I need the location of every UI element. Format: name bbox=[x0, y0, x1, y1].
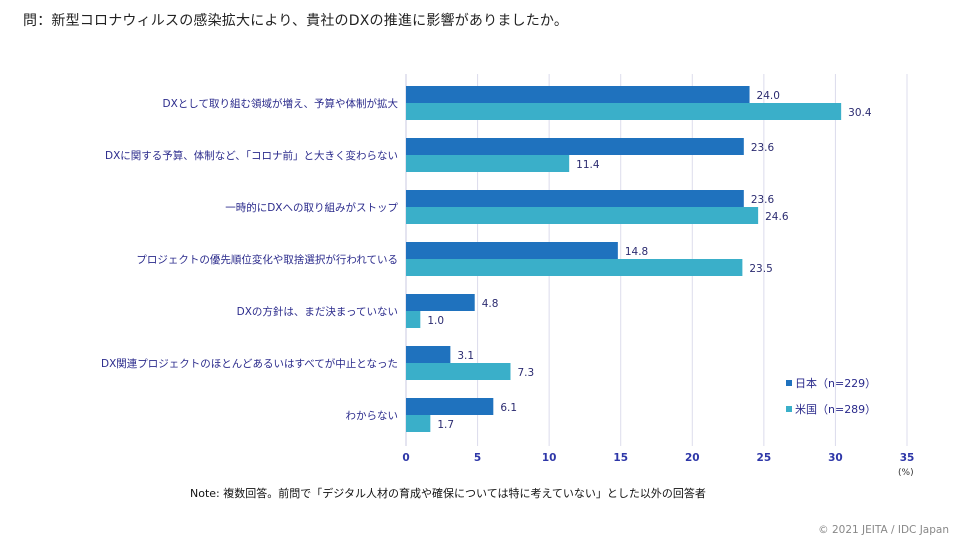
x-tick-label: 25 bbox=[757, 452, 772, 464]
value-label: 11.4 bbox=[576, 159, 600, 171]
x-tick-label: 15 bbox=[613, 452, 628, 464]
bar-japan bbox=[406, 242, 618, 259]
value-label: 1.0 bbox=[427, 315, 444, 327]
value-label: 7.3 bbox=[517, 367, 534, 379]
bar-us bbox=[406, 103, 842, 120]
x-tick-label: 10 bbox=[542, 452, 557, 464]
legend-entry: 日本（n=229） bbox=[795, 376, 876, 390]
bar-us bbox=[406, 363, 511, 380]
legend-swatch bbox=[786, 380, 792, 386]
copyright-text: © 2021 JEITA / IDC Japan bbox=[818, 524, 949, 536]
bar-us bbox=[406, 259, 743, 276]
value-label: 23.5 bbox=[749, 263, 772, 275]
bar-japan bbox=[406, 138, 744, 155]
value-labels: 24.0 30.4 23.6 11.4 23.6 24.6 14.8 23.5 4.8 1.0 3.… bbox=[427, 90, 872, 431]
x-tick-label: 30 bbox=[828, 452, 843, 464]
chart-title: 問：新型コロナウィルスの感染拡大により、貴社のDXの推進に影響がありましたか。 bbox=[23, 13, 569, 29]
legend-swatch bbox=[786, 406, 792, 412]
category-label: わからない bbox=[346, 410, 399, 422]
bar-japan bbox=[406, 190, 744, 207]
legend: 日本（n=229） 米国（n=289） bbox=[786, 376, 876, 416]
x-tick-label: 20 bbox=[685, 452, 700, 464]
legend-entry: 米国（n=289） bbox=[795, 403, 876, 416]
category-label: DXに関する予算、体制など、「コロナ前」と大きく変わらない bbox=[105, 149, 398, 162]
value-label: 3.1 bbox=[457, 350, 474, 362]
note-text: Note: 複数回答。前問で「デジタル人材の育成や確保については特に考えていない… bbox=[190, 487, 706, 500]
bar-japan bbox=[406, 398, 494, 415]
category-label: 一時的にDXへの取り組みがストップ bbox=[225, 201, 398, 214]
x-axis-unit-label: (%) bbox=[898, 468, 914, 478]
value-label: 23.6 bbox=[751, 142, 775, 154]
value-label: 30.4 bbox=[848, 107, 872, 119]
bar-japan bbox=[406, 294, 475, 311]
bars bbox=[406, 86, 842, 432]
bar-us bbox=[406, 415, 431, 432]
value-label: 1.7 bbox=[437, 419, 454, 431]
x-axis-ticks: 0 5 10 15 20 25 30 35 bbox=[402, 452, 914, 464]
category-label: DXの方針は、まだ決まっていない bbox=[237, 305, 398, 318]
bar-us bbox=[406, 155, 570, 172]
category-label: プロジェクトの優先順位変化や取捨選択が行われている bbox=[136, 253, 398, 266]
value-label: 4.8 bbox=[482, 298, 499, 310]
value-label: 14.8 bbox=[625, 246, 648, 258]
value-label: 24.6 bbox=[765, 211, 789, 223]
bar-japan bbox=[406, 346, 451, 363]
value-label: 23.6 bbox=[751, 194, 775, 206]
bar-us bbox=[406, 207, 759, 224]
bar-japan bbox=[406, 86, 750, 103]
category-labels: DXとして取り組む領域が増え、予算や体制が拡大 DXに関する予算、体制など、「コロ… bbox=[101, 97, 398, 422]
category-label: DX関連プロジェクトのほとんどあるいはすべてが中止となった bbox=[101, 357, 398, 370]
value-label: 24.0 bbox=[757, 90, 780, 102]
value-label: 6.1 bbox=[500, 402, 517, 414]
x-tick-label: 0 bbox=[402, 452, 409, 464]
x-tick-label: 35 bbox=[900, 452, 915, 464]
bar-us bbox=[406, 311, 421, 328]
category-label: DXとして取り組む領域が増え、予算や体制が拡大 bbox=[163, 97, 399, 110]
x-tick-label: 5 bbox=[474, 452, 481, 464]
